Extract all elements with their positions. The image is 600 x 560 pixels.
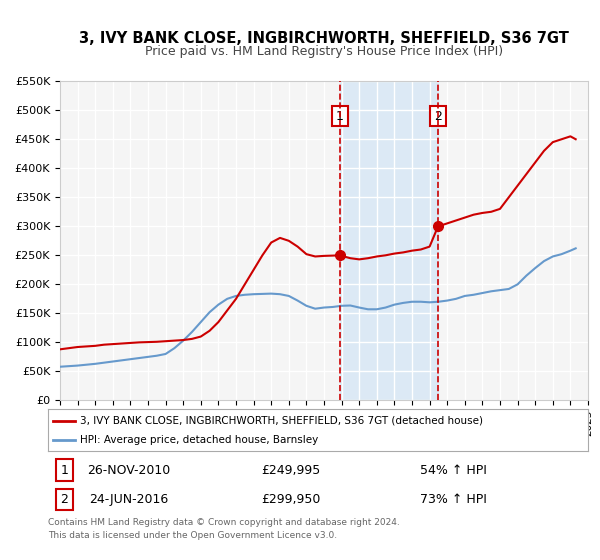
- Text: Price paid vs. HM Land Registry's House Price Index (HPI): Price paid vs. HM Land Registry's House …: [145, 45, 503, 58]
- Text: £249,995: £249,995: [262, 464, 320, 477]
- Bar: [340, 81, 438, 400]
- Text: £299,950: £299,950: [262, 493, 320, 506]
- Text: 24-JUN-2016: 24-JUN-2016: [89, 493, 169, 506]
- Text: 73% ↑ HPI: 73% ↑ HPI: [419, 493, 487, 506]
- Text: 1: 1: [336, 110, 344, 123]
- Text: This data is licensed under the Open Government Licence v3.0.: This data is licensed under the Open Gov…: [48, 531, 337, 540]
- Text: HPI: Average price, detached house, Barnsley: HPI: Average price, detached house, Barn…: [80, 435, 319, 445]
- Text: 54% ↑ HPI: 54% ↑ HPI: [419, 464, 487, 477]
- Text: 1: 1: [60, 464, 68, 477]
- Text: 2: 2: [434, 110, 442, 123]
- Text: Contains HM Land Registry data © Crown copyright and database right 2024.: Contains HM Land Registry data © Crown c…: [48, 518, 400, 527]
- Text: 2: 2: [60, 493, 68, 506]
- Text: 3, IVY BANK CLOSE, INGBIRCHWORTH, SHEFFIELD, S36 7GT: 3, IVY BANK CLOSE, INGBIRCHWORTH, SHEFFI…: [79, 31, 569, 46]
- Text: 26-NOV-2010: 26-NOV-2010: [88, 464, 170, 477]
- Text: 3, IVY BANK CLOSE, INGBIRCHWORTH, SHEFFIELD, S36 7GT (detached house): 3, IVY BANK CLOSE, INGBIRCHWORTH, SHEFFI…: [80, 416, 484, 426]
